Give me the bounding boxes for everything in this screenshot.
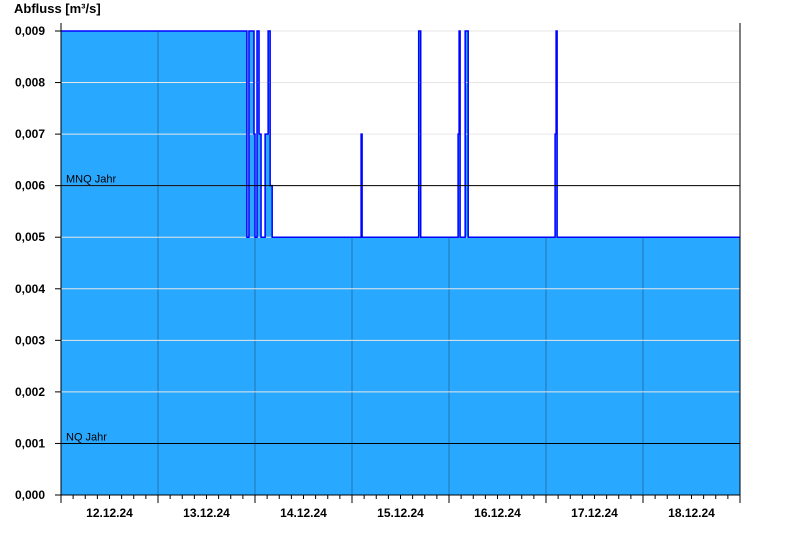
y-tick-label: 0,003 <box>15 333 45 347</box>
y-tick-label: 0,002 <box>15 385 45 399</box>
y-tick-label: 0,000 <box>15 488 45 502</box>
x-tick-label: 15.12.24 <box>377 506 424 520</box>
y-tick-label: 0,001 <box>15 436 45 450</box>
x-tick-label: 16.12.24 <box>474 506 521 520</box>
y-tick-label: 0,006 <box>15 179 45 193</box>
reference-label: MNQ Jahr <box>66 174 116 186</box>
x-tick-label: 13.12.24 <box>183 506 230 520</box>
x-tick-label: 14.12.24 <box>280 506 327 520</box>
y-tick-label: 0,007 <box>15 127 45 141</box>
y-tick-label: 0,009 <box>15 24 45 38</box>
y-tick-label: 0,005 <box>15 230 45 244</box>
flow-area <box>61 31 740 495</box>
y-tick-label: 0,008 <box>15 76 45 90</box>
x-tick-label: 17.12.24 <box>571 506 618 520</box>
y-tick-label: 0,004 <box>15 282 45 296</box>
x-tick-label: 12.12.24 <box>86 506 133 520</box>
reference-label: NQ Jahr <box>66 431 107 443</box>
x-tick-label: 18.12.24 <box>668 506 715 520</box>
y-axis-label: Abfluss [m³/s] <box>14 1 101 16</box>
